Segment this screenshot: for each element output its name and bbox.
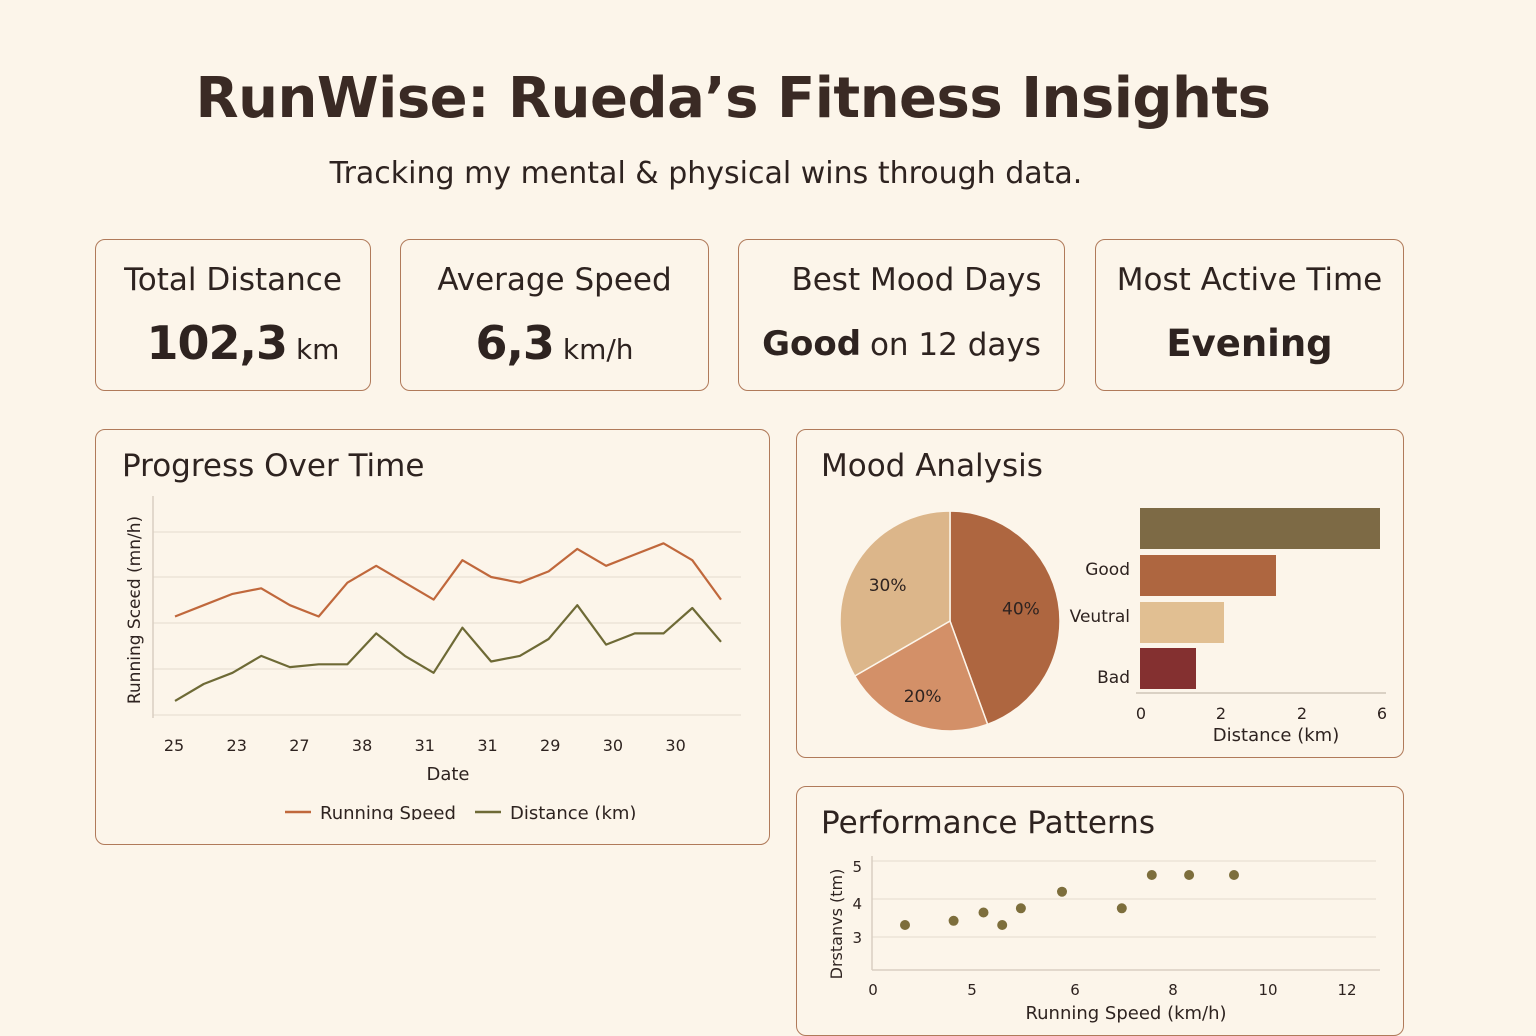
scatter-point <box>948 915 959 926</box>
average-speed-value-wrap: 6,3 km/h <box>401 316 708 370</box>
mood-x-tick-label: 2 <box>1297 704 1307 723</box>
progress-x-tick-label: 30 <box>603 736 623 755</box>
mood-bar-category-label: Good <box>1085 560 1130 580</box>
best-mood-label: Best Mood Days <box>791 262 1042 298</box>
progress-legend: Running Speed Distance (km) <box>285 803 636 820</box>
progress-grid <box>153 531 741 716</box>
mood-bar <box>1140 602 1224 643</box>
progress-x-tick-label: 27 <box>289 736 309 755</box>
mood-chart: 40% 20% 30% Good Veutral Bad 0 2 2 6 Distance (… <box>839 508 1387 746</box>
progress-x-tick-label: 29 <box>540 736 560 755</box>
most-active-label: Most Active Time <box>1116 262 1383 298</box>
scatter-y-label: Drstanvs (tm) <box>827 869 846 980</box>
scatter-points <box>900 870 1239 930</box>
progress-y-label: Running Sceєd (mn/h) <box>125 516 145 704</box>
pie-slice-label: 20% <box>904 687 942 707</box>
scatter-x-ticks: 0 5 6 8 10 12 <box>868 981 1356 999</box>
legend-speed-label: Running Speed <box>320 803 456 820</box>
pie-slice-label: 30% <box>869 576 907 596</box>
scatter-point <box>900 920 910 930</box>
best-mood-suffix: on 12 days <box>869 327 1041 363</box>
pie-slice-label: 40% <box>1002 600 1040 620</box>
best-mood-value: Good <box>762 324 862 364</box>
total-distance-card: Total Distance 102,3 km <box>95 239 371 391</box>
mood-bar-category-label: Bad <box>1097 668 1130 688</box>
progress-title: Progress Over Time <box>122 448 425 484</box>
progress-x-tick-label: 23 <box>227 736 247 755</box>
performance-title: Performance Patterns <box>821 805 1155 841</box>
mood-bar <box>1140 508 1380 549</box>
most-active-card: Most Active Time Evening <box>1095 239 1404 391</box>
average-speed-value: 6,3 <box>475 316 554 370</box>
average-speed-card: Average Speed 6,3 km/h <box>400 239 709 391</box>
pie-slice <box>839 510 951 678</box>
scatter-x-tick-label: 0 <box>868 981 878 999</box>
best-mood-card: Best Mood Days Good on 12 days <box>738 239 1065 391</box>
progress-x-tick-label: 30 <box>665 736 685 755</box>
scatter-point <box>997 920 1008 930</box>
mood-bar <box>1140 555 1276 596</box>
distance-line <box>174 604 722 702</box>
total-distance-value-wrap: 102,3 km <box>116 316 370 370</box>
mood-x-tick-label: 0 <box>1136 704 1146 723</box>
mood-pie: 40% 20% 30% <box>839 510 1061 732</box>
scatter-point <box>1229 870 1239 880</box>
scatter-point <box>978 907 989 918</box>
scatter-point <box>1015 903 1026 914</box>
legend-distance-label: Distance (km) <box>510 803 636 820</box>
scatter-x-tick-label: 8 <box>1168 981 1178 999</box>
scatter-x-tick-label: 10 <box>1258 981 1277 999</box>
progress-lines <box>174 542 722 702</box>
scatter-x-tick-label: 12 <box>1337 981 1356 999</box>
progress-x-ticks: 25 23 27 38 31 31 29 30 30 <box>164 736 686 755</box>
mood-x-tick-label: 6 <box>1377 704 1387 723</box>
mood-x-label: Distance (km) <box>1213 725 1339 746</box>
mood-bars: Good Veutral Bad <box>1070 508 1380 689</box>
progress-x-tick-label: 31 <box>415 736 435 755</box>
scatter-point <box>1184 870 1195 880</box>
scatter-y-tick-label: 4 <box>852 895 862 913</box>
total-distance-unit: km <box>295 333 340 366</box>
mood-x-tick-label: 2 <box>1216 704 1226 723</box>
most-active-value: Evening <box>1166 322 1333 365</box>
scatter-point <box>1146 870 1157 880</box>
best-mood-value-wrap: Good on 12 days <box>739 324 1064 364</box>
mood-bar-category-label: Veutral <box>1070 607 1130 627</box>
progress-x-tick-label: 31 <box>477 736 497 755</box>
scatter-grid <box>872 860 1380 971</box>
progress-x-tick-label: 25 <box>164 736 184 755</box>
mood-x-ticks: 0 2 2 6 <box>1136 704 1387 723</box>
scatter-x-label: Running Speed (km/h) <box>1025 1003 1226 1024</box>
pie-slice <box>949 510 1061 726</box>
average-speed-label: Average Speed <box>437 262 672 298</box>
running-speed-line <box>174 542 722 618</box>
progress-x-label: Date <box>426 764 469 785</box>
progress-chart: 25 23 27 38 31 31 29 30 30 Running Sceєd (mn/h) … <box>125 496 741 820</box>
average-speed-unit: km/h <box>562 333 634 366</box>
progress-panel: Progress Over Time <box>95 429 770 845</box>
performance-chart: 3 4 5 0 5 6 8 10 12 Drstanvs (tm) Running Speed… <box>827 856 1380 1024</box>
scatter-y-ticks: 3 4 5 <box>852 858 862 947</box>
total-distance-value: 102,3 <box>146 316 289 370</box>
performance-panel: Performance Patterns <box>796 786 1404 1036</box>
page-subtitle: Tracking my mental & physical wins throu… <box>329 156 1083 191</box>
most-active-value-wrap: Evening <box>1096 322 1403 365</box>
page-title: RunWise: Rueda’s Fitness Insights <box>195 66 1271 131</box>
total-distance-label: Total Distance <box>124 262 342 298</box>
pie-slice <box>853 619 989 732</box>
scatter-point <box>1116 903 1127 914</box>
mood-bar <box>1140 648 1196 689</box>
scatter-x-tick-label: 6 <box>1070 981 1080 999</box>
scatter-x-tick-label: 5 <box>967 981 977 999</box>
scatter-y-tick-label: 5 <box>852 858 862 876</box>
scatter-point <box>1057 886 1067 897</box>
mood-title: Mood Analysis <box>821 448 1043 484</box>
scatter-y-tick-label: 3 <box>852 929 862 947</box>
progress-x-tick-label: 38 <box>352 736 372 755</box>
